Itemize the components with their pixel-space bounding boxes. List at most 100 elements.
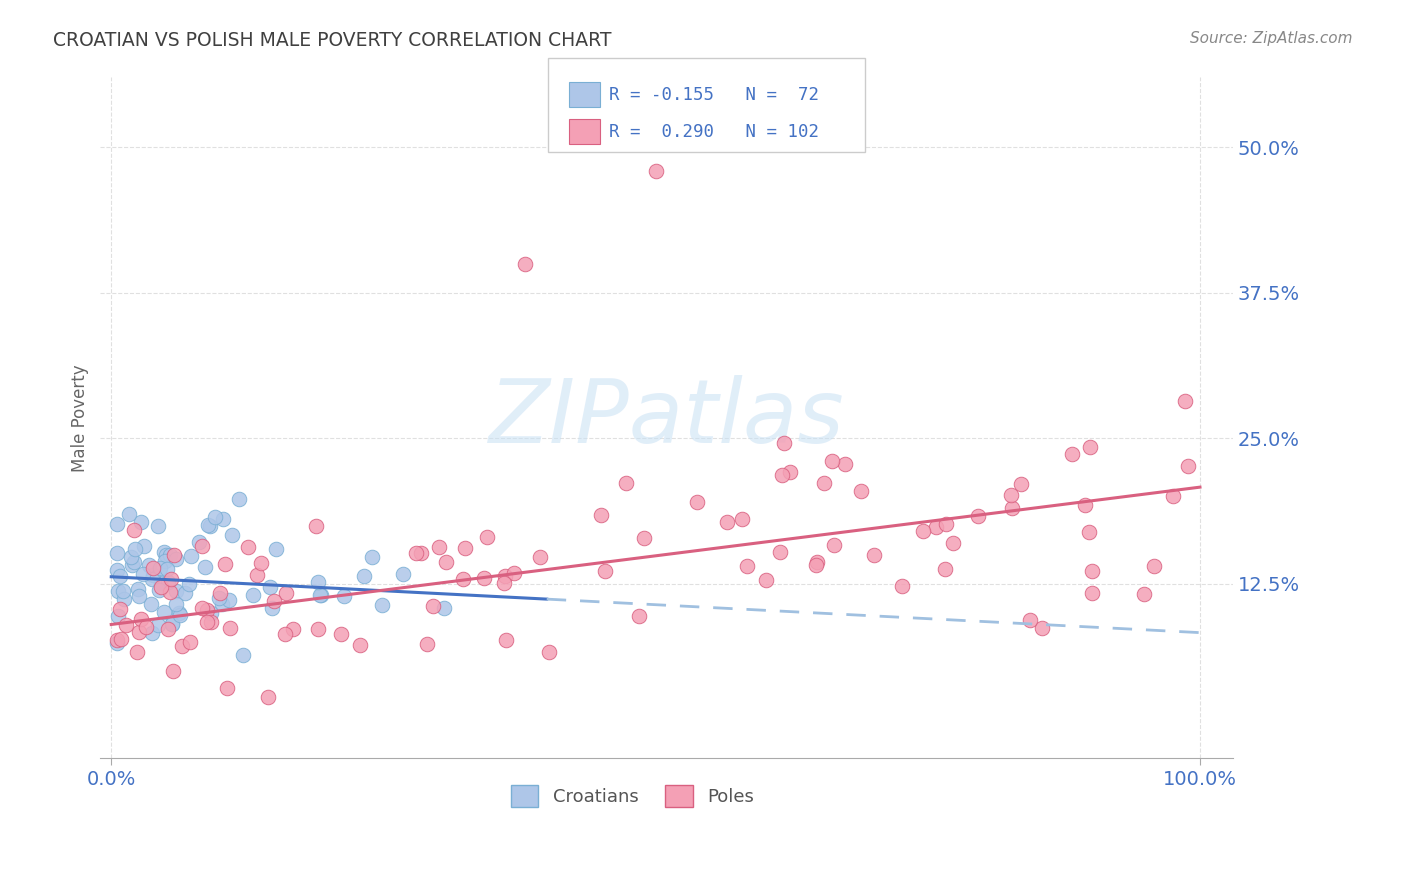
Point xyxy=(142,561,165,575)
Point xyxy=(361,549,384,564)
Point xyxy=(150,576,173,591)
Point xyxy=(633,531,655,545)
Point xyxy=(209,586,232,600)
Point xyxy=(1031,621,1053,635)
Point xyxy=(755,573,778,587)
Point xyxy=(823,538,845,552)
Point xyxy=(117,507,139,521)
Point xyxy=(260,601,283,615)
Point xyxy=(891,579,914,593)
Point xyxy=(1161,489,1184,503)
Point xyxy=(105,633,128,648)
Point xyxy=(122,556,145,570)
Point xyxy=(716,515,738,529)
Point xyxy=(371,598,394,612)
Point xyxy=(217,681,239,696)
Point xyxy=(1177,458,1199,473)
Point xyxy=(454,541,477,556)
Point xyxy=(1143,559,1166,574)
Point xyxy=(538,645,561,659)
Point xyxy=(779,465,801,479)
Point xyxy=(849,484,872,499)
Point xyxy=(200,615,222,629)
Point xyxy=(409,545,432,559)
Point xyxy=(169,607,191,622)
Point xyxy=(128,625,150,640)
Point xyxy=(967,508,990,523)
Point xyxy=(105,546,128,560)
Point xyxy=(208,591,231,606)
Point xyxy=(160,617,183,632)
Legend: Croatians, Poles: Croatians, Poles xyxy=(503,778,761,814)
Point xyxy=(434,555,457,569)
Point xyxy=(160,616,183,631)
Point xyxy=(1174,394,1197,409)
Point xyxy=(242,588,264,602)
Point xyxy=(309,589,332,603)
Point xyxy=(218,621,240,635)
Point xyxy=(307,622,329,636)
Point xyxy=(153,554,176,568)
Point xyxy=(160,572,183,586)
Point xyxy=(274,627,297,641)
Point xyxy=(131,612,153,626)
Point xyxy=(138,558,160,572)
Point xyxy=(105,636,128,650)
Point xyxy=(770,467,793,482)
Point xyxy=(142,567,165,582)
Text: CROATIAN VS POLISH MALE POVERTY CORRELATION CHART: CROATIAN VS POLISH MALE POVERTY CORRELAT… xyxy=(53,31,612,50)
Point xyxy=(422,599,444,614)
Point xyxy=(495,633,517,648)
Point xyxy=(232,648,254,662)
Text: Source: ZipAtlas.com: Source: ZipAtlas.com xyxy=(1189,31,1353,46)
Point xyxy=(197,517,219,532)
Point xyxy=(1080,564,1102,578)
Point xyxy=(806,555,828,569)
Point xyxy=(1077,524,1099,539)
Point xyxy=(627,608,650,623)
Point xyxy=(180,549,202,564)
Point xyxy=(614,476,637,491)
Point xyxy=(264,542,287,557)
Point xyxy=(146,519,169,533)
Point xyxy=(451,572,474,586)
Point xyxy=(685,494,707,508)
Point xyxy=(593,564,616,578)
Point xyxy=(165,584,187,599)
Point xyxy=(804,558,827,573)
Point xyxy=(152,605,174,619)
Point xyxy=(108,569,131,583)
Point xyxy=(330,627,353,641)
Point xyxy=(475,530,498,544)
Point xyxy=(159,585,181,599)
Point xyxy=(212,512,235,526)
Point xyxy=(1000,488,1022,502)
Point xyxy=(735,559,758,574)
Point xyxy=(257,690,280,705)
Point xyxy=(132,566,155,581)
Point xyxy=(159,548,181,562)
Point xyxy=(120,550,142,565)
Point xyxy=(309,588,332,602)
Point xyxy=(197,603,219,617)
Point xyxy=(834,458,856,472)
Point xyxy=(773,436,796,450)
Point xyxy=(513,257,536,271)
Point xyxy=(162,664,184,678)
Point xyxy=(246,568,269,582)
Point xyxy=(167,607,190,621)
Point xyxy=(934,562,956,576)
Text: R = -0.155   N =  72: R = -0.155 N = 72 xyxy=(609,86,818,103)
Point xyxy=(503,566,526,581)
Point xyxy=(1001,500,1024,515)
Point xyxy=(128,589,150,603)
Point xyxy=(416,637,439,651)
Point xyxy=(433,601,456,615)
Point xyxy=(200,607,222,621)
Point xyxy=(121,558,143,573)
Point xyxy=(283,622,305,636)
Point xyxy=(942,536,965,550)
Point xyxy=(307,574,329,589)
Point xyxy=(274,586,297,600)
Point xyxy=(107,609,129,624)
